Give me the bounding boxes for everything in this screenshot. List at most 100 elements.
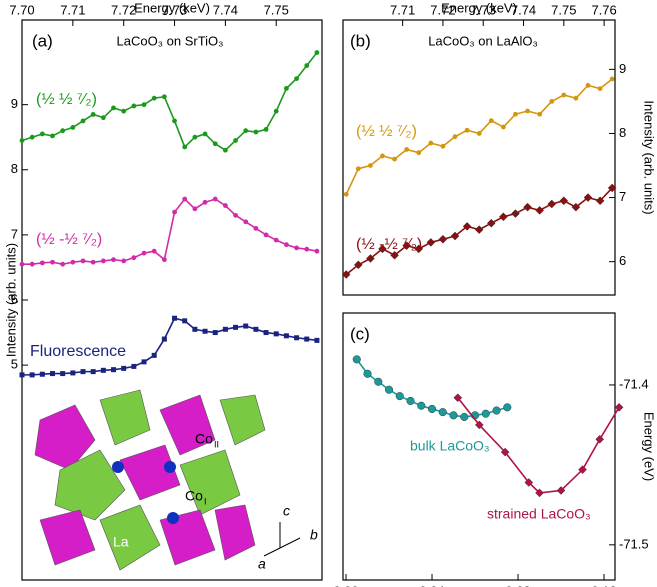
series-label: (½ -½ ⁷⁄₂) <box>36 231 102 248</box>
marker <box>223 148 228 153</box>
marker <box>561 93 566 98</box>
marker <box>162 337 167 342</box>
figure: 7.707.717.727.737.747.7556789Energy (keV… <box>0 0 657 587</box>
x-tick-label: 0.08 <box>505 583 530 587</box>
marker <box>121 259 126 264</box>
marker <box>152 249 157 254</box>
x-axis-label: Energy (keV) <box>134 0 210 15</box>
marker <box>574 96 579 101</box>
marker <box>477 131 482 136</box>
marker <box>131 104 136 109</box>
marker <box>162 94 167 99</box>
marker <box>513 112 518 117</box>
marker <box>610 77 615 82</box>
marker <box>374 378 382 386</box>
panel-tag: (a) <box>32 31 53 50</box>
marker <box>368 163 373 168</box>
marker <box>525 109 530 114</box>
marker <box>152 353 157 358</box>
x-tick-label: 0.00 <box>333 583 358 587</box>
marker <box>450 412 458 420</box>
marker <box>356 166 361 171</box>
marker <box>243 128 248 133</box>
marker <box>511 210 519 218</box>
marker <box>101 259 106 264</box>
marker <box>396 392 404 400</box>
x-tick-label: 7.74 <box>213 2 238 17</box>
series-label: bulk LaCoO₃ <box>410 438 490 454</box>
marker <box>284 333 289 338</box>
marker <box>453 134 458 139</box>
marker <box>274 238 279 243</box>
x-tick-label: 0.04 <box>419 583 444 587</box>
marker <box>264 330 269 335</box>
marker <box>121 109 126 114</box>
marker <box>284 242 289 247</box>
marker <box>81 369 86 374</box>
panel-tag: (c) <box>350 324 370 343</box>
marker <box>142 251 147 256</box>
marker <box>172 119 177 124</box>
marker <box>70 260 75 265</box>
marker <box>475 226 483 234</box>
marker <box>203 329 208 334</box>
marker <box>233 213 238 218</box>
marker <box>91 369 96 374</box>
series-label: strained LaCoO₃ <box>487 506 591 522</box>
marker <box>537 112 542 117</box>
marker <box>482 410 490 418</box>
marker <box>524 203 532 211</box>
marker <box>364 370 372 378</box>
marker <box>20 372 25 377</box>
series-label: (½ ½ ⁷⁄₂) <box>356 123 417 140</box>
y-tick-label: -71.5 <box>619 536 649 551</box>
marker <box>131 364 136 369</box>
marker <box>304 337 309 342</box>
marker <box>182 145 187 150</box>
marker <box>50 134 55 139</box>
marker <box>274 331 279 336</box>
crystal-label: Co <box>185 488 203 504</box>
crystal-label: b <box>310 527 318 543</box>
x-tick-label: 7.75 <box>264 2 289 17</box>
marker <box>243 219 248 224</box>
y-tick-label: 9 <box>11 96 18 111</box>
marker <box>416 150 421 155</box>
crystal-label-sub: I <box>204 496 207 506</box>
marker <box>598 86 603 91</box>
x-tick-label: 7.72 <box>111 2 136 17</box>
x-tick-label: 7.71 <box>390 2 415 17</box>
x-tick-label: 0.12 <box>591 583 616 587</box>
crystal-label-sub: II <box>214 439 219 449</box>
y-tick-label: 7 <box>11 226 18 241</box>
marker <box>407 397 415 405</box>
marker <box>233 138 238 143</box>
marker <box>223 203 228 208</box>
marker <box>294 76 299 81</box>
marker <box>460 413 468 421</box>
y-tick-label: 6 <box>619 253 626 268</box>
marker <box>60 262 65 267</box>
marker <box>499 213 507 221</box>
marker <box>314 338 319 343</box>
marker <box>493 407 501 415</box>
marker <box>439 235 447 243</box>
marker <box>60 128 65 133</box>
marker <box>20 262 25 267</box>
x-tick-label: 7.70 <box>9 2 34 17</box>
marker <box>91 260 96 265</box>
series-label: Fluorescence <box>30 343 126 360</box>
marker <box>385 386 393 394</box>
marker <box>213 197 218 202</box>
x-tick-label: 7.76 <box>591 2 616 17</box>
series-label: (½ -½ ⁷⁄₂) <box>356 236 422 253</box>
marker <box>404 147 409 152</box>
marker <box>192 206 197 211</box>
marker <box>81 119 86 124</box>
marker <box>253 130 258 135</box>
crystal-label: La <box>113 534 129 550</box>
marker <box>203 132 208 137</box>
marker <box>172 316 177 321</box>
marker <box>142 359 147 364</box>
marker <box>392 157 397 162</box>
